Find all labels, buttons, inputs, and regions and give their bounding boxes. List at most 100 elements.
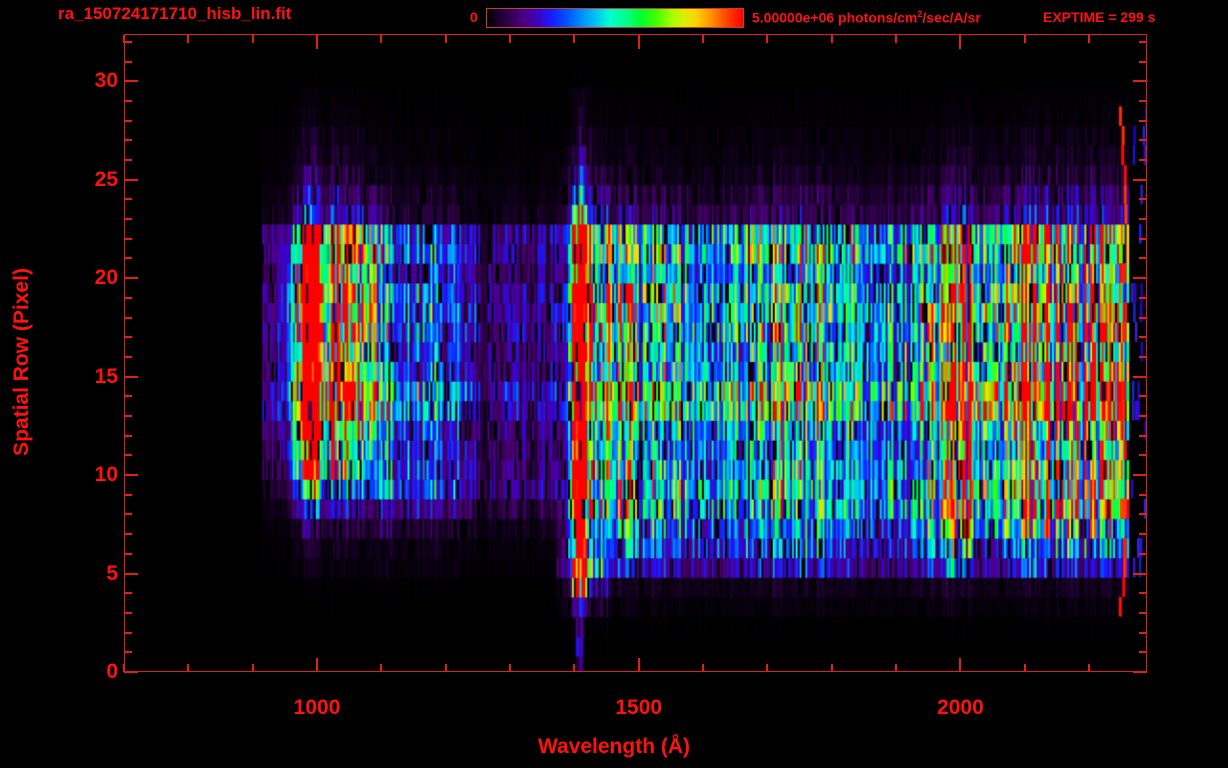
x-tick-minor-top — [444, 35, 447, 43]
exptime-label: EXPTIME = 299 s — [1043, 9, 1156, 25]
x-tick-minor — [444, 664, 447, 672]
y-tick-major-right — [1133, 178, 1147, 181]
x-tick-minor-top — [1088, 35, 1091, 43]
y-tick-minor-right — [1139, 631, 1147, 634]
y-tick-minor — [124, 552, 132, 555]
x-tick-minor — [830, 664, 833, 672]
y-tick-major — [124, 178, 138, 181]
y-tick-major — [124, 572, 138, 575]
x-tick-minor-top — [251, 35, 254, 43]
y-tick-minor — [124, 493, 132, 496]
x-tick-minor — [1023, 664, 1026, 672]
y-tick-minor-right — [1139, 611, 1147, 614]
y-tick-minor — [124, 139, 132, 142]
colorbar — [486, 8, 744, 28]
y-tick-minor — [124, 355, 132, 358]
y-tick-minor — [124, 434, 132, 437]
y-tick-minor-right — [1139, 237, 1147, 240]
y-tick-label: 10 — [94, 463, 118, 487]
colorbar-min-label: 0 — [470, 9, 478, 25]
y-tick-minor-right — [1139, 198, 1147, 201]
x-tick-minor-top — [573, 35, 576, 43]
x-axis-title: Wavelength (Å) — [537, 735, 691, 758]
y-tick-minor-right — [1139, 159, 1147, 162]
x-tick-minor — [702, 664, 705, 672]
y-tick-minor — [124, 40, 132, 43]
y-tick-minor — [124, 395, 132, 398]
x-tick-major — [637, 658, 640, 672]
y-tick-minor — [124, 631, 132, 634]
y-tick-minor-right — [1139, 552, 1147, 555]
x-tick-minor — [251, 664, 254, 672]
colorbar-unit-exponent: 2 — [917, 9, 923, 19]
x-tick-minor — [895, 664, 898, 672]
y-tick-minor — [124, 415, 132, 417]
x-tick-minor-top — [187, 35, 190, 43]
x-tick-minor — [766, 664, 769, 672]
y-tick-minor-right — [1139, 533, 1147, 536]
plot-area — [124, 34, 1147, 672]
y-tick-minor-right — [1139, 415, 1147, 417]
y-tick-minor-right — [1139, 316, 1147, 319]
x-tick-label: 1500 — [615, 696, 663, 719]
y-tick-minor-right — [1139, 60, 1147, 63]
x-tick-minor — [187, 664, 190, 672]
x-tick-minor-top — [830, 35, 833, 43]
y-tick-minor-right — [1139, 139, 1147, 142]
y-tick-major-right — [1133, 671, 1147, 673]
page-title: ra_150724171710_hisb_lin.fit — [58, 4, 292, 23]
x-tick-minor — [1088, 664, 1091, 672]
x-tick-major — [959, 658, 962, 672]
x-tick-minor — [573, 664, 576, 672]
x-tick-minor — [509, 664, 512, 672]
y-tick-minor — [124, 99, 132, 102]
x-tick-minor-top — [509, 35, 512, 43]
x-tick-major-top — [959, 35, 962, 49]
y-tick-minor — [124, 119, 132, 122]
x-tick-minor-top — [1023, 35, 1026, 43]
x-tick-minor-top — [766, 35, 769, 43]
y-tick-minor-right — [1139, 218, 1147, 221]
y-tick-major-right — [1133, 80, 1147, 83]
y-tick-minor — [124, 336, 132, 339]
y-tick-minor — [124, 60, 132, 63]
y-tick-label: 15 — [94, 364, 118, 388]
y-tick-label: 0 — [106, 660, 118, 683]
y-tick-minor — [124, 198, 132, 201]
y-tick-minor — [124, 611, 132, 614]
y-tick-minor-right — [1139, 336, 1147, 339]
y-tick-minor-right — [1139, 513, 1147, 516]
x-tick-major-top — [316, 35, 319, 49]
y-tick-major-right — [1133, 375, 1147, 378]
x-tick-minor-top — [702, 35, 705, 43]
x-tick-minor-top — [123, 35, 125, 43]
y-tick-minor — [124, 513, 132, 516]
y-tick-minor — [124, 316, 132, 319]
y-tick-major-right — [1133, 572, 1147, 575]
y-tick-minor-right — [1139, 454, 1147, 457]
y-tick-minor — [124, 159, 132, 162]
y-tick-minor-right — [1139, 592, 1147, 595]
y-tick-minor-right — [1139, 99, 1147, 102]
y-tick-major-right — [1133, 474, 1147, 477]
y-tick-minor-right — [1139, 119, 1147, 122]
y-tick-minor — [124, 454, 132, 457]
y-tick-minor — [124, 237, 132, 240]
y-tick-label: 30 — [94, 69, 118, 93]
x-tick-minor-top — [895, 35, 898, 43]
x-tick-minor — [123, 664, 125, 672]
y-tick-minor — [124, 651, 132, 654]
y-tick-minor — [124, 218, 132, 221]
y-tick-minor-right — [1139, 40, 1147, 43]
y-tick-major-right — [1133, 277, 1147, 280]
y-tick-minor-right — [1139, 257, 1147, 260]
y-tick-major — [124, 375, 138, 378]
y-tick-minor — [124, 296, 132, 299]
y-tick-minor-right — [1139, 395, 1147, 398]
colorbar-max-value: 5.00000e+06 photons/cm — [752, 9, 918, 26]
spectrum-heatmap — [125, 35, 1146, 671]
y-tick-minor-right — [1139, 434, 1147, 437]
y-tick-major — [124, 80, 138, 83]
y-axis-title: Spatial Row (Pixel) — [10, 268, 33, 456]
